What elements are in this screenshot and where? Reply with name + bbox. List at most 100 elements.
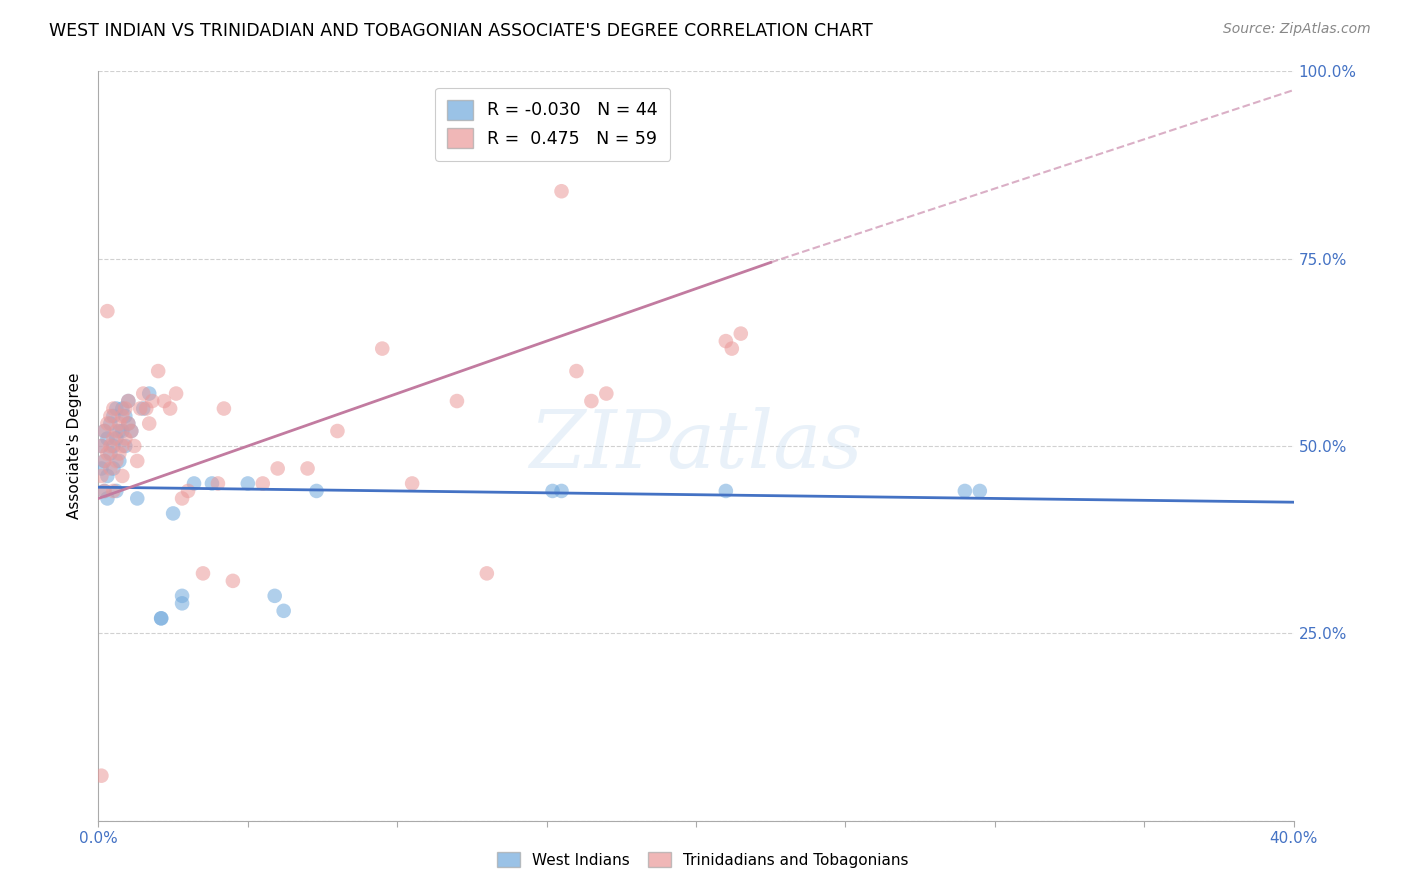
- Point: [96, 491, 118, 506]
- Point: [98, 461, 122, 475]
- Point: [141, 394, 163, 409]
- Point: [129, 401, 152, 416]
- Point: [111, 401, 134, 416]
- Point: [117, 394, 139, 409]
- Y-axis label: Associate's Degree: Associate's Degree: [67, 373, 83, 519]
- Point: [114, 409, 136, 423]
- Point: [96, 432, 118, 446]
- Point: [96, 417, 118, 431]
- Point: [183, 476, 205, 491]
- Point: [326, 424, 349, 438]
- Point: [117, 394, 139, 409]
- Point: [207, 476, 229, 491]
- Point: [172, 596, 194, 610]
- Point: [150, 611, 173, 625]
- Point: [111, 424, 134, 438]
- Point: [297, 461, 319, 475]
- Point: [541, 483, 564, 498]
- Point: [93, 483, 115, 498]
- Point: [127, 491, 149, 506]
- Point: [127, 454, 149, 468]
- Point: [120, 424, 142, 438]
- Point: [103, 409, 125, 423]
- Point: [105, 483, 128, 498]
- Point: [98, 417, 122, 431]
- Point: [212, 401, 235, 416]
- Point: [103, 439, 125, 453]
- Point: [191, 566, 214, 581]
- Point: [105, 454, 128, 468]
- Legend: West Indians, Trinidadians and Tobagonians: West Indians, Trinidadians and Tobagonia…: [489, 844, 917, 875]
- Point: [162, 507, 184, 521]
- Point: [93, 454, 115, 468]
- Point: [550, 483, 572, 498]
- Point: [236, 476, 259, 491]
- Point: [117, 417, 139, 431]
- Point: [114, 439, 136, 453]
- Point: [108, 424, 131, 438]
- Point: [969, 483, 991, 498]
- Point: [201, 476, 224, 491]
- Point: [401, 476, 423, 491]
- Point: [105, 424, 128, 438]
- Point: [111, 409, 134, 423]
- Text: WEST INDIAN VS TRINIDADIAN AND TOBAGONIAN ASSOCIATE'S DEGREE CORRELATION CHART: WEST INDIAN VS TRINIDADIAN AND TOBAGONIA…: [49, 22, 873, 40]
- Point: [98, 446, 122, 460]
- Point: [595, 386, 617, 401]
- Point: [581, 394, 603, 409]
- Point: [565, 364, 588, 378]
- Point: [165, 386, 187, 401]
- Point: [93, 483, 115, 498]
- Point: [148, 364, 170, 378]
- Point: [96, 304, 118, 318]
- Point: [159, 401, 181, 416]
- Point: [267, 461, 290, 475]
- Point: [714, 334, 737, 348]
- Point: [117, 417, 139, 431]
- Point: [96, 446, 118, 460]
- Point: [105, 432, 128, 446]
- Point: [90, 769, 112, 783]
- Point: [120, 424, 142, 438]
- Point: [93, 424, 115, 438]
- Legend: R = -0.030   N = 44, R =  0.475   N = 59: R = -0.030 N = 44, R = 0.475 N = 59: [434, 87, 671, 161]
- Point: [103, 432, 125, 446]
- Point: [98, 409, 122, 423]
- Point: [475, 566, 498, 581]
- Point: [273, 604, 295, 618]
- Point: [132, 401, 155, 416]
- Point: [90, 439, 112, 453]
- Point: [172, 589, 194, 603]
- Point: [721, 342, 744, 356]
- Point: [90, 461, 112, 475]
- Point: [114, 401, 136, 416]
- Point: [90, 439, 112, 453]
- Point: [105, 401, 128, 416]
- Point: [138, 386, 160, 401]
- Point: [93, 454, 115, 468]
- Point: [132, 386, 155, 401]
- Point: [103, 483, 125, 498]
- Point: [172, 491, 194, 506]
- Point: [150, 611, 173, 625]
- Point: [111, 439, 134, 453]
- Point: [96, 469, 118, 483]
- Point: [177, 483, 200, 498]
- Point: [138, 417, 160, 431]
- Point: [550, 184, 572, 198]
- Point: [93, 424, 115, 438]
- Point: [153, 394, 176, 409]
- Point: [135, 401, 157, 416]
- Text: ZIPatlas: ZIPatlas: [529, 408, 863, 484]
- Point: [953, 483, 976, 498]
- Point: [730, 326, 752, 341]
- Point: [263, 589, 285, 603]
- Point: [108, 417, 131, 431]
- Point: [108, 446, 131, 460]
- Point: [98, 439, 122, 453]
- Point: [371, 342, 394, 356]
- Point: [90, 469, 112, 483]
- Point: [252, 476, 274, 491]
- Point: [114, 432, 136, 446]
- Point: [103, 461, 125, 475]
